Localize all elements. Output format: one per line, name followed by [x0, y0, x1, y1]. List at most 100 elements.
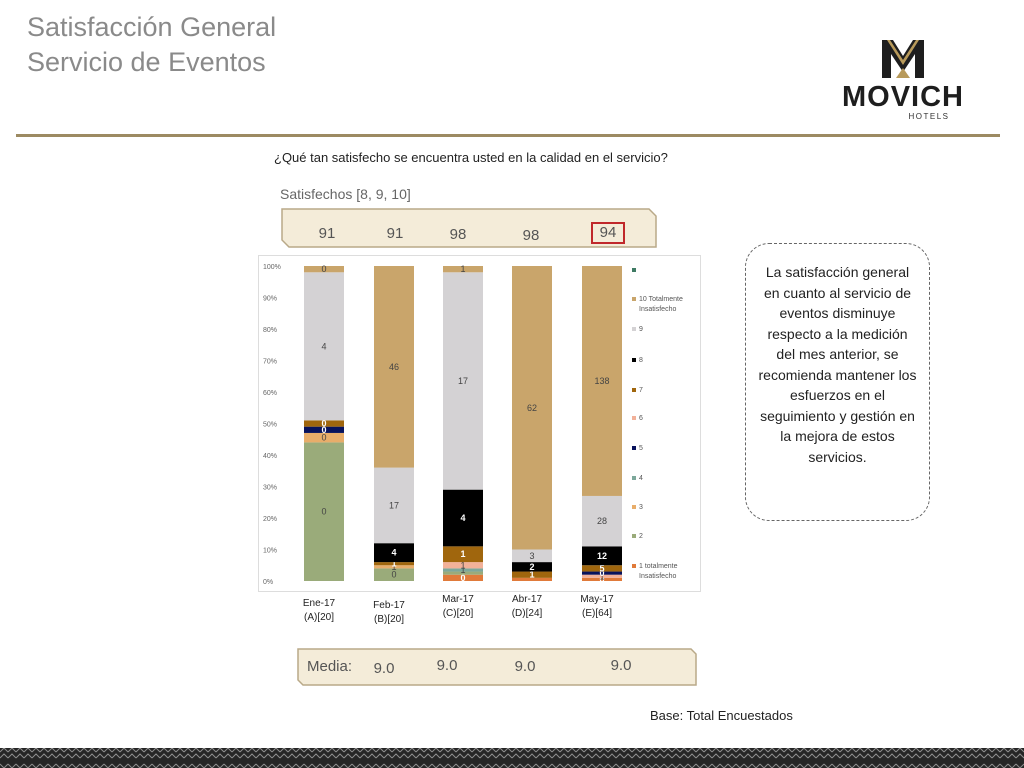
y-tick-label: 80%: [263, 327, 277, 334]
legend-swatch: [632, 564, 636, 568]
bar-segment: [582, 266, 622, 496]
bar-segment: [374, 266, 414, 468]
legend-label: Insatisfecho: [639, 306, 676, 313]
segment-label: 0: [599, 574, 604, 584]
category-label: Mar-17: [442, 594, 474, 605]
bar-segment: [512, 266, 552, 550]
segment-label: 1: [460, 264, 465, 274]
satisfied-value-ene: 91: [318, 225, 336, 242]
segment-label: 0: [460, 573, 465, 583]
category-sublabel: (C)[20]: [443, 608, 474, 619]
bar-segment: [582, 565, 622, 572]
category-sublabel: (B)[20]: [374, 614, 404, 625]
legend-label: 3: [639, 504, 643, 511]
legend-label: 5: [639, 445, 643, 452]
bar-segment: [304, 432, 344, 443]
y-tick-label: 40%: [263, 453, 277, 460]
segment-label: 1: [599, 571, 604, 581]
legend-swatch: [632, 505, 636, 509]
zigzag-pattern: [0, 748, 1024, 768]
segment-label: 1: [460, 549, 465, 559]
bar-segment: [582, 571, 622, 575]
category-label: Ene-17: [303, 598, 336, 609]
bar-segment: [304, 266, 344, 273]
y-tick-label: 90%: [263, 296, 277, 303]
legend-label: 6: [639, 415, 643, 422]
chart-frame: [258, 255, 701, 592]
legend-swatch: [632, 416, 636, 420]
bar-segment: [374, 467, 414, 544]
legend-swatch: [632, 534, 636, 538]
media-value-ene: 9.0: [373, 660, 395, 677]
y-tick-label: 20%: [263, 516, 277, 523]
segment-label: 46: [389, 362, 399, 372]
satisfied-highlight-box: [591, 222, 625, 244]
stacked-bar-chart: 0%10%20%30%40%50%60%70%80%90%100%0000400…: [258, 255, 701, 625]
category-sublabel: (A)[20]: [304, 612, 334, 623]
media-value-may: 9.0: [610, 657, 632, 674]
segment-label: 4: [460, 513, 465, 523]
segment-label: 0: [321, 264, 326, 274]
category-label: Feb-17: [373, 600, 405, 611]
satisfied-value-may: 94: [599, 224, 617, 241]
logo-sub: HOTELS: [908, 112, 949, 121]
movich-mark-icon: [882, 40, 924, 78]
bar-segment: [304, 272, 344, 421]
satisfied-value-mar: 98: [449, 226, 467, 243]
segment-label: 62: [527, 403, 537, 413]
segment-label: 0: [599, 568, 604, 578]
media-banner: [297, 648, 697, 686]
bar-segment: [374, 562, 414, 566]
bar-segment: [304, 420, 344, 427]
logo-name: MOVICH: [842, 81, 964, 113]
bar-segment: [374, 568, 414, 581]
media-label: Media:: [307, 658, 353, 675]
bar-segment: [582, 574, 622, 578]
category-sublabel: (D)[24]: [512, 608, 543, 619]
bar-segment: [443, 568, 483, 572]
bar-segment: [304, 426, 344, 433]
segment-label: 12: [597, 551, 607, 561]
segment-label: 1: [529, 570, 534, 580]
legend-label: 9: [639, 326, 643, 333]
bar-segment: [582, 495, 622, 547]
legend-swatch: [632, 297, 636, 301]
legend-label: 2: [639, 533, 643, 540]
page-title: Satisfacción General Servicio de Eventos: [27, 10, 276, 80]
base-note: Base: Total Encuestados: [650, 708, 793, 723]
bar-segment: [443, 571, 483, 575]
bottom-pattern-band: [0, 748, 1024, 768]
bar-segment: [512, 549, 552, 563]
segment-label: 1: [391, 559, 396, 569]
y-tick-label: 0%: [263, 579, 273, 586]
segment-label: 138: [594, 376, 609, 386]
bar-segment: [443, 562, 483, 569]
category-label: May-17: [580, 594, 614, 605]
survey-question: ¿Qué tan satisfecho se encuentra usted e…: [274, 150, 668, 165]
legend-label: 8: [639, 357, 643, 364]
category-sublabel: (E)[64]: [582, 608, 612, 619]
header-divider: [16, 134, 1000, 137]
legend-label: 4: [639, 475, 643, 482]
insight-note: La satisfacción general en cuanto al ser…: [745, 243, 930, 521]
segment-label: 4: [321, 341, 326, 351]
legend-swatch: [632, 446, 636, 450]
legend-label: 10 Totalmente: [639, 296, 683, 303]
bar-segment: [512, 562, 552, 572]
y-tick-label: 30%: [263, 485, 277, 492]
segment-label: 4: [391, 548, 396, 558]
legend-label: 1 totalmente: [639, 563, 678, 570]
segment-label: 0: [321, 507, 326, 517]
legend-swatch: [632, 476, 636, 480]
bar-segment: [443, 546, 483, 563]
bar-segment: [374, 565, 414, 569]
category-label: Abr-17: [512, 594, 542, 605]
segment-label: 2: [529, 562, 534, 572]
movich-logo: MOVICH HOTELS: [842, 40, 964, 121]
bar-segment: [512, 577, 552, 581]
segment-label: 1: [460, 560, 465, 570]
title-line-1: Satisfacción General: [27, 12, 277, 42]
segment-label: 0: [321, 433, 326, 443]
segment-label: 1: [391, 562, 396, 572]
segment-label: 17: [458, 376, 468, 386]
